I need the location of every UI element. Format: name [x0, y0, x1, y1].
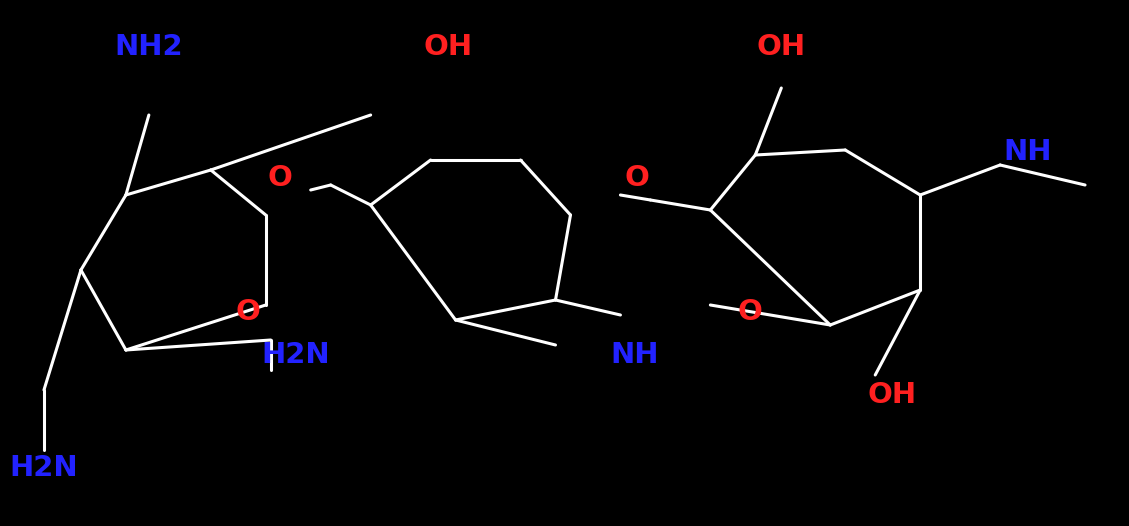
- Text: OH: OH: [423, 33, 472, 61]
- Text: H2N: H2N: [10, 454, 78, 482]
- Text: O: O: [738, 298, 763, 326]
- Text: NH: NH: [610, 341, 658, 369]
- Text: NH: NH: [1004, 138, 1052, 166]
- Text: NH2: NH2: [114, 33, 183, 61]
- Text: OH: OH: [756, 33, 806, 61]
- Text: OH: OH: [868, 381, 917, 409]
- Text: O: O: [625, 164, 650, 192]
- Text: O: O: [268, 164, 292, 192]
- Text: O: O: [235, 298, 260, 326]
- Text: H2N: H2N: [262, 341, 330, 369]
